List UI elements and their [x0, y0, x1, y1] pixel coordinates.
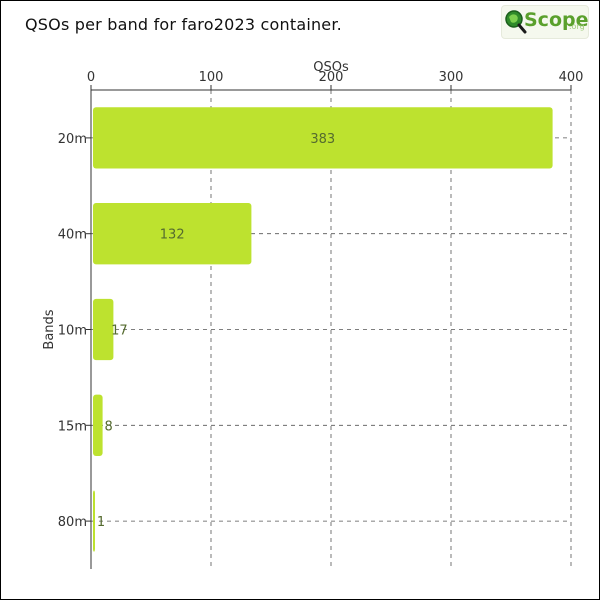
- chart-title: QSOs per band for faro2023 container.: [25, 15, 342, 34]
- qscope-logo: Scope .org: [501, 5, 589, 39]
- magnifier-icon: [505, 10, 527, 34]
- bar-40m: [93, 203, 252, 265]
- logo-suffix: .org: [569, 22, 585, 31]
- bars: [93, 107, 553, 552]
- x-tick-label-0: 0: [87, 70, 95, 85]
- axes: [86, 85, 572, 569]
- data-label-40m: 132: [160, 228, 185, 243]
- x-axis-title: QSOs: [313, 60, 349, 75]
- bar-20m: [93, 107, 553, 169]
- data-label-20m: 383: [310, 132, 335, 147]
- data-label-80m: 1: [97, 515, 105, 530]
- labels: 0 100 200 300 400 20m 383 40m 132 10m 17 15m 8 80m 1 QS…: [42, 60, 583, 530]
- logo-text: Scope: [524, 9, 589, 31]
- y-tick-label-20m: 20m: [58, 132, 87, 147]
- x-tick-label-300: 300: [439, 70, 464, 85]
- y-tick-label-10m: 10m: [58, 324, 87, 339]
- data-label-15m: 8: [104, 419, 112, 434]
- y-tick-label-15m: 15m: [58, 419, 87, 434]
- x-tick-label-400: 400: [559, 70, 584, 85]
- y-tick-label-80m: 80m: [58, 515, 87, 530]
- bar-80m: [93, 490, 95, 552]
- bar-10m: [93, 298, 114, 361]
- x-tick-label-100: 100: [199, 70, 224, 85]
- y-tick-label-40m: 40m: [58, 228, 87, 243]
- bar-15m: [93, 394, 103, 456]
- data-label-10m: 17: [111, 324, 128, 339]
- y-axis-title: Bands: [42, 309, 57, 349]
- x-tick-label-200: 200: [319, 70, 344, 85]
